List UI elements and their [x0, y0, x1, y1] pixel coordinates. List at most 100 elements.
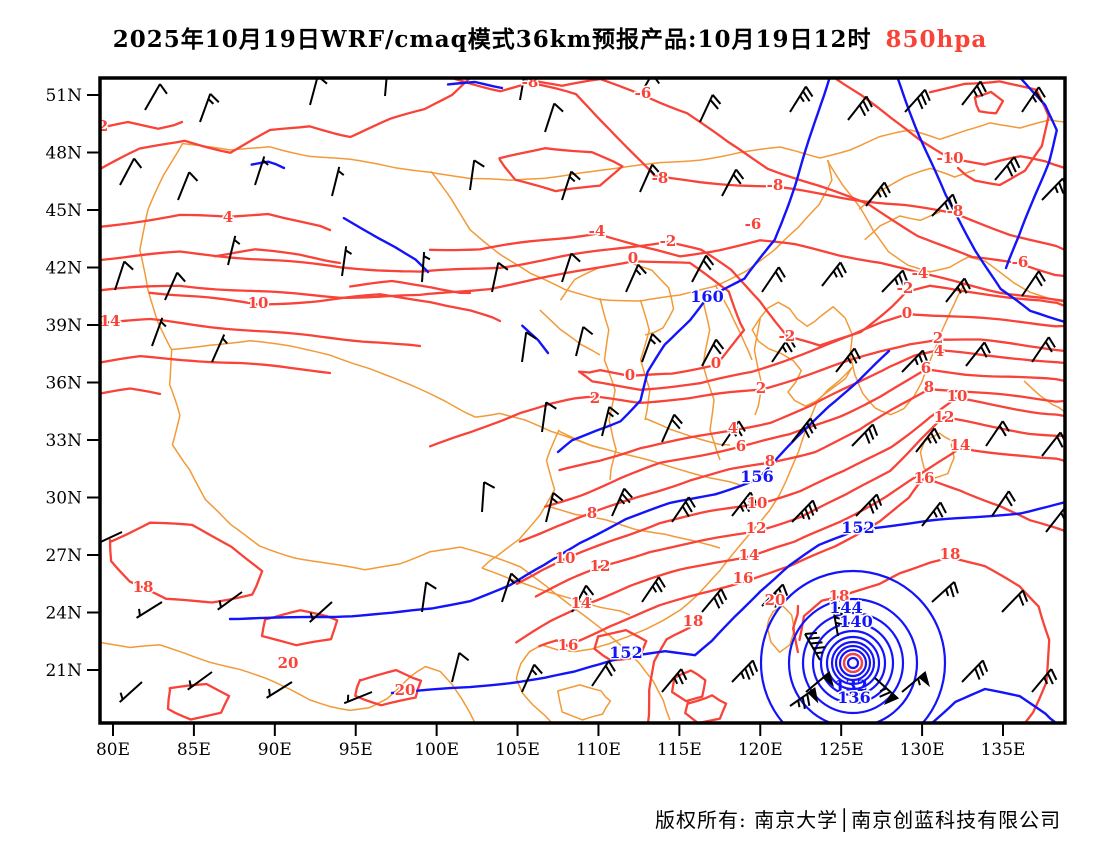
- wind-barb: [1031, 668, 1058, 693]
- wind-barb: [421, 252, 431, 283]
- wind-barb: [227, 235, 241, 266]
- contour-label: -2: [660, 232, 677, 250]
- wind-barb: [771, 336, 796, 363]
- wind-barb: [151, 317, 167, 347]
- wind-barb: [904, 89, 931, 113]
- wind-barb: [254, 156, 269, 186]
- contour-label: 20: [765, 591, 786, 609]
- wind-barb: [835, 347, 861, 373]
- wind-barb: [761, 266, 786, 293]
- wind-barb: [855, 493, 883, 517]
- lat-tick-label: 45N: [45, 201, 82, 221]
- contour-label: 4: [223, 208, 233, 226]
- contour-label: -2: [897, 279, 914, 297]
- wind-barb: [100, 531, 123, 544]
- lat-tick-label: 39N: [45, 316, 82, 336]
- lon-tick-label: 125E: [819, 740, 864, 760]
- contour-label: 156: [740, 467, 773, 486]
- lat-tick-label: 30N: [45, 489, 82, 509]
- wind-barb: [921, 501, 947, 527]
- wind-barb: [469, 159, 485, 191]
- wind-barb: [217, 591, 243, 611]
- wind-barb: [561, 170, 581, 201]
- contour-label: 20: [278, 654, 299, 672]
- wind-barb: [639, 163, 661, 193]
- lon-tick-label: 115E: [657, 740, 702, 760]
- lat-tick-label: 21N: [45, 661, 82, 681]
- contour-label: 16: [558, 636, 579, 654]
- wind-barb: [601, 406, 620, 437]
- lon-tick-label: 110E: [576, 740, 621, 760]
- typhoon-isoline: [819, 629, 887, 697]
- wind-barb: [805, 670, 834, 693]
- contour-label: -10: [936, 149, 963, 167]
- wind-barb: [177, 171, 199, 201]
- wind-barb: [641, 333, 662, 363]
- wind-barb: [144, 83, 168, 111]
- lon-tick-label: 85E: [177, 740, 211, 760]
- wind-barb: [561, 252, 581, 283]
- wind-barb: [309, 601, 333, 623]
- wind-barb: [847, 95, 873, 121]
- contour-label: 0: [902, 304, 912, 322]
- wind-barb: [541, 401, 557, 433]
- contour-label: -8: [767, 176, 784, 194]
- contour-label: 10: [555, 549, 576, 567]
- typhoon-center: [759, 569, 947, 723]
- wind-barb: [991, 490, 1016, 517]
- contour-label: -8: [652, 169, 669, 187]
- contour-label: 18: [133, 578, 154, 596]
- wind-barb: [994, 156, 1021, 181]
- contour-label: 14: [739, 546, 760, 564]
- contour-label: 4: [728, 419, 738, 437]
- typhoon-isoline: [825, 635, 881, 691]
- wind-barb: [789, 86, 814, 113]
- wind-barb: [136, 601, 163, 619]
- wind-barb: [931, 581, 959, 603]
- contour-label: 2: [590, 389, 600, 407]
- wind-barb: [881, 269, 909, 293]
- lon-tick-label: 90E: [258, 740, 292, 760]
- wind-barb: [761, 583, 789, 608]
- wind-barb: [965, 341, 991, 367]
- contour-label: 8: [587, 504, 597, 522]
- wind-barb: [791, 417, 817, 443]
- wind-barb: [501, 572, 521, 603]
- wind-barb: [521, 331, 537, 363]
- contour-label: 14: [950, 436, 971, 454]
- contour-label: -8: [947, 202, 964, 220]
- height-contours: [228, 78, 1065, 723]
- lon-tick-label: 120E: [738, 740, 783, 760]
- wind-barb: [1001, 589, 1029, 613]
- contour-label: -6: [635, 84, 652, 102]
- typhoon-isoline: [834, 644, 872, 682]
- lat-tick-label: 27N: [45, 546, 82, 566]
- wind-barb: [1031, 336, 1056, 363]
- contour-label: 20: [395, 681, 416, 699]
- contour-label: -4: [912, 264, 929, 282]
- contour-label: 12: [746, 519, 767, 537]
- lat-tick-label: 48N: [45, 144, 82, 164]
- contour-label: 140: [839, 612, 872, 631]
- wind-barb: [821, 261, 847, 287]
- lat-tick-label: 42N: [45, 259, 82, 279]
- wind-barb: [591, 660, 616, 687]
- wind-barb: [343, 691, 373, 705]
- contour-label: 18: [683, 612, 704, 630]
- typhoon-isoline: [801, 611, 905, 715]
- wind-barb: [164, 271, 186, 301]
- contour-label: 10: [747, 494, 768, 512]
- contour-label: 0: [711, 354, 721, 372]
- wind-barb: [721, 168, 745, 197]
- wind-barb: [421, 581, 437, 613]
- wind-barb: [699, 94, 722, 123]
- pressure-level-label: 850hpa: [885, 26, 988, 53]
- contour-label: 6: [921, 359, 931, 377]
- contour-label: 2: [933, 329, 943, 347]
- wind-barb: [731, 491, 757, 517]
- lat-tick-label: 36N: [45, 374, 82, 394]
- contour-label: 12: [934, 408, 955, 426]
- contour-label: 0: [625, 366, 635, 384]
